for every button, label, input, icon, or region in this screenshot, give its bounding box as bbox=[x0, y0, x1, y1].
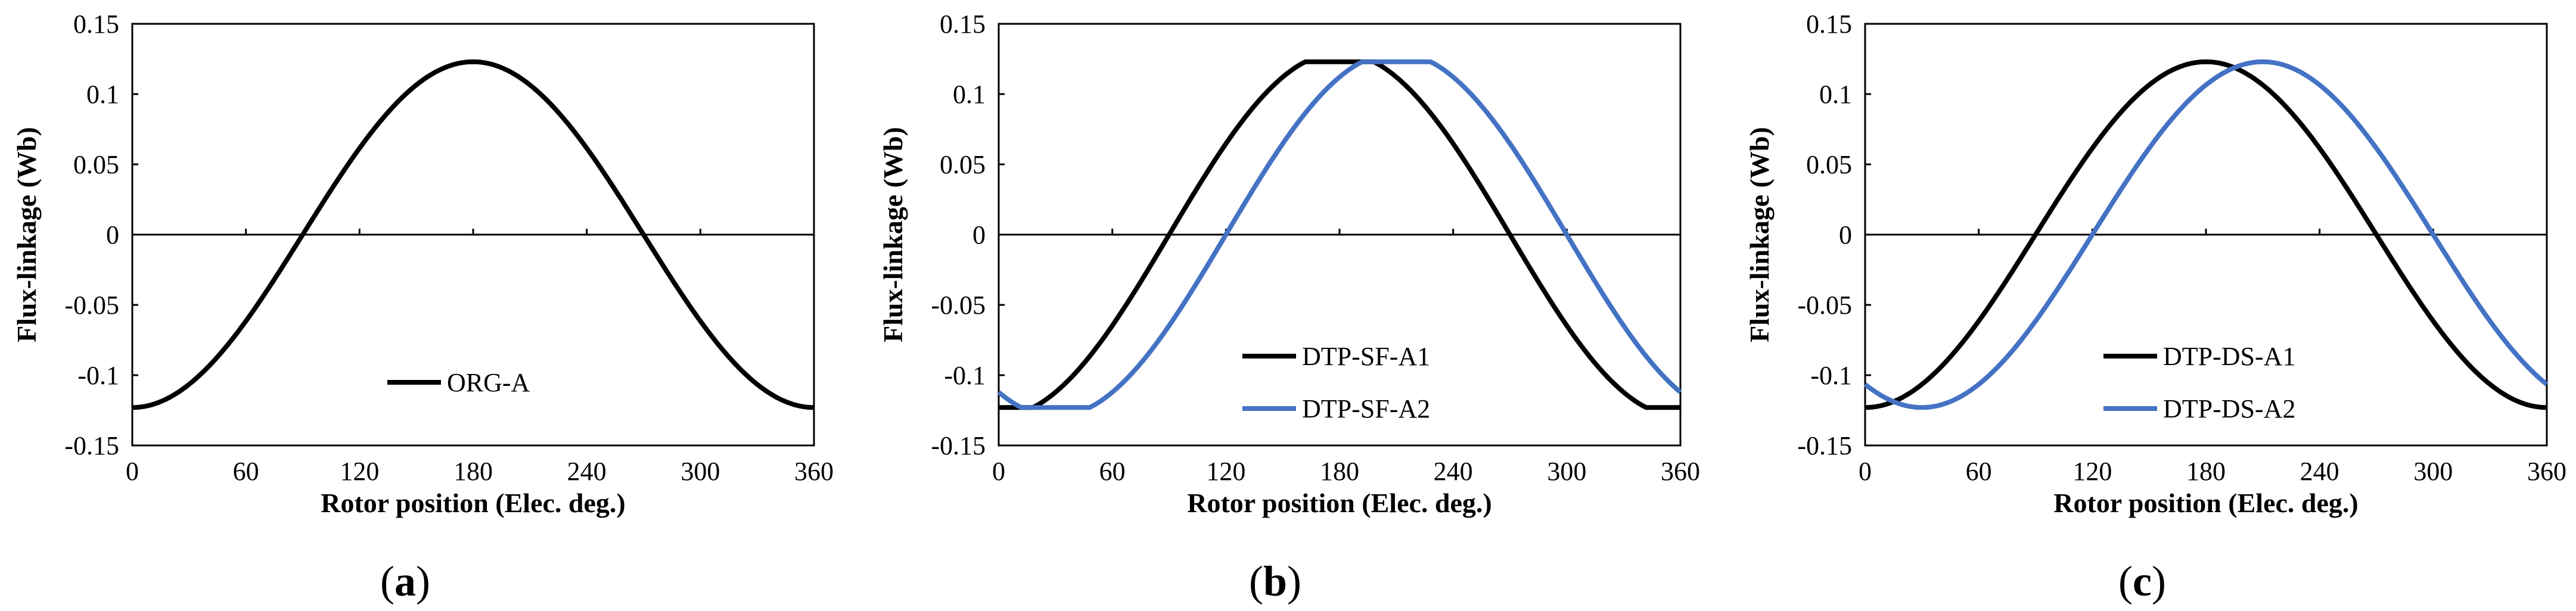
panel-label-paren: ) bbox=[2152, 557, 2166, 605]
panel-label-paren: ( bbox=[2118, 557, 2133, 605]
y-tick-label: 0.05 bbox=[940, 150, 986, 179]
y-tick-label: -0.05 bbox=[1797, 291, 1852, 320]
x-tick-label: 240 bbox=[1434, 457, 1473, 486]
x-tick-label: 0 bbox=[992, 457, 1005, 486]
x-tick-label: 300 bbox=[680, 457, 720, 486]
x-tick-label: 120 bbox=[2072, 457, 2112, 486]
legend-label: DTP-DS-A1 bbox=[2163, 342, 2295, 371]
x-tick-label: 60 bbox=[1099, 457, 1126, 486]
chart-panel-b: 0 60 120 180 240 300 360 0.15 0.1 0.05 0 -0.05 -0.1 -… bbox=[878, 10, 1700, 605]
x-axis-title: Rotor position (Elec. deg.) bbox=[2053, 488, 2359, 518]
series-line-dtp-sf-a2 bbox=[997, 59, 1682, 410]
panel-label-letter: a bbox=[394, 557, 416, 605]
x-tick-label: 300 bbox=[2413, 457, 2453, 486]
panel-label-letter: c bbox=[2133, 557, 2152, 605]
y-tick-label: 0.05 bbox=[1806, 150, 1852, 179]
panel-label: (b) bbox=[1249, 557, 1301, 605]
y-tick-label: -0.15 bbox=[64, 431, 119, 460]
panel-label-letter: b bbox=[1263, 557, 1287, 605]
x-tick-label: 240 bbox=[2300, 457, 2339, 486]
x-tick-label: 60 bbox=[1966, 457, 1992, 486]
series-line-dtp-ds-a1 bbox=[1865, 59, 2547, 410]
x-tick-label: 60 bbox=[233, 457, 259, 486]
series-line-dtp-sf-a1 bbox=[999, 59, 1680, 410]
y-tick-label: -0.1 bbox=[77, 361, 119, 390]
legend-label: ORG-A bbox=[447, 368, 530, 397]
x-tick-label: 360 bbox=[794, 457, 834, 486]
y-tick-label: 0 bbox=[972, 220, 986, 250]
x-axis-title: Rotor position (Elec. deg.) bbox=[1187, 488, 1492, 518]
y-tick-label: 0.1 bbox=[953, 80, 986, 109]
y-axis-title: Flux-linkage (Wb) bbox=[1744, 127, 1775, 342]
y-tick-label: 0.1 bbox=[1819, 80, 1852, 109]
x-tick-label: 180 bbox=[2186, 457, 2226, 486]
legend-label: DTP-DS-A2 bbox=[2163, 394, 2295, 423]
x-tick-label: 0 bbox=[126, 457, 139, 486]
x-tick-label: 180 bbox=[453, 457, 493, 486]
legend-label: DTP-SF-A2 bbox=[1302, 394, 1430, 423]
series-line-dtp-ds-a2 bbox=[1863, 59, 2549, 410]
y-tick-label: 0.05 bbox=[73, 150, 119, 179]
panel-label: (c) bbox=[2118, 557, 2166, 605]
y-tick-label: 0 bbox=[106, 220, 119, 250]
panel-label-paren: ( bbox=[380, 557, 394, 605]
y-tick-label: -0.15 bbox=[1797, 431, 1852, 460]
x-tick-label: 120 bbox=[1206, 457, 1245, 486]
y-tick-label: -0.15 bbox=[931, 431, 986, 460]
x-tick-label: 360 bbox=[1661, 457, 1700, 486]
y-tick-label: -0.05 bbox=[931, 291, 986, 320]
x-axis-title: Rotor position (Elec. deg.) bbox=[321, 488, 626, 518]
y-tick-label: -0.1 bbox=[944, 361, 986, 390]
legend-label: DTP-SF-A1 bbox=[1302, 342, 1430, 371]
y-tick-label: 0.1 bbox=[86, 80, 119, 109]
y-tick-label: -0.05 bbox=[64, 291, 119, 320]
y-axis-title: Flux-linkage (Wb) bbox=[11, 127, 42, 342]
panel-label-paren: ) bbox=[416, 557, 430, 605]
y-tick-label: -0.1 bbox=[1810, 361, 1852, 390]
y-tick-label: 0.15 bbox=[940, 10, 986, 39]
x-tick-label: 240 bbox=[567, 457, 607, 486]
y-tick-label: 0.15 bbox=[73, 10, 119, 39]
y-tick-label: 0 bbox=[1839, 220, 1852, 250]
panel-label: (a) bbox=[380, 557, 430, 605]
chart-panel-a: 0 60 120 180 240 300 360 0.15 0.1 0.05 0 -0.05 -0.1 -… bbox=[11, 10, 834, 605]
x-tick-label: 360 bbox=[2527, 457, 2566, 486]
y-axis-title: Flux-linkage (Wb) bbox=[878, 127, 908, 342]
panel-label-paren: ) bbox=[1287, 557, 1301, 605]
chart-panel-c: 0 60 120 180 240 300 360 0.15 0.1 0.05 0 -0.05 -0.1 -… bbox=[1744, 10, 2566, 605]
x-tick-label: 180 bbox=[1320, 457, 1359, 486]
x-tick-label: 120 bbox=[340, 457, 379, 486]
x-tick-label: 300 bbox=[1547, 457, 1586, 486]
y-tick-label: 0.15 bbox=[1806, 10, 1852, 39]
panel-label-paren: ( bbox=[1249, 557, 1263, 605]
series-line-org-a bbox=[132, 59, 815, 410]
x-tick-label: 0 bbox=[1859, 457, 1872, 486]
